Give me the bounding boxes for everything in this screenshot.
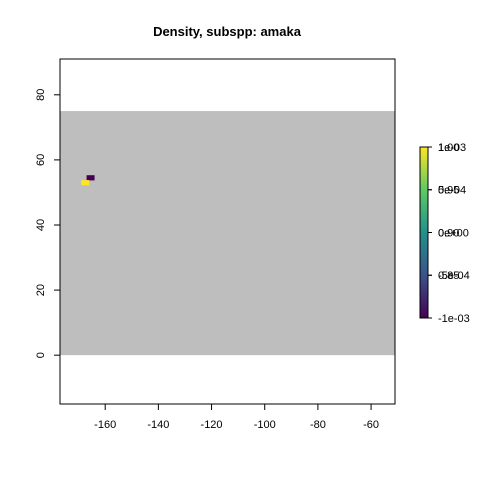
x-axis: -160 -140 -120 -100 -80 -60: [94, 403, 379, 431]
y-tick-label: 0: [35, 352, 47, 358]
y-tick-label: 20: [35, 284, 47, 296]
density-cell: [86, 175, 95, 181]
y-tick-label: 40: [35, 219, 47, 231]
x-tick-label: -120: [201, 419, 223, 431]
colorbar-scale-b-tick-label: 0.95: [438, 185, 459, 197]
y-tick-label: 60: [35, 154, 47, 166]
colorbar-scale-a-tick-label: 1e-03: [438, 142, 466, 154]
colorbar-scale-b-tick-label: 0.85: [438, 270, 459, 282]
colorbar-scale-b-tick-label: 1.00: [438, 142, 459, 154]
plot-panel: [59, 58, 396, 405]
colorbar-scale-a-tick-label: 5e-04: [438, 185, 466, 197]
colorbar-gradient: [420, 147, 428, 318]
x-tick-label: -100: [254, 419, 276, 431]
density-cell: [81, 180, 90, 186]
x-tick-label: -140: [147, 419, 169, 431]
x-tick-label: -160: [94, 419, 116, 431]
colorbar-scale-a-tick-label: -5e-04: [438, 270, 470, 282]
x-tick-label: -60: [363, 419, 379, 431]
y-tick-label: 80: [35, 89, 47, 101]
colorbar-scale-a-tick-label: 0e+00: [438, 227, 469, 239]
colorbar-scale-b-tick-label: 0.90: [438, 227, 459, 239]
colorbar-legend: 0.85 0.90 0.95 1.00 -1e-03 -5e-04 0e+00 5e-04 1e…: [419, 142, 470, 325]
x-tick-label: -80: [310, 419, 326, 431]
y-axis: 0 20 40 60 80: [35, 89, 61, 358]
map-background-region: [60, 111, 395, 356]
colorbar-scale-a-tick-label: -1e-03: [438, 313, 470, 325]
chart-title: Density, subspp: amaka: [153, 24, 302, 39]
